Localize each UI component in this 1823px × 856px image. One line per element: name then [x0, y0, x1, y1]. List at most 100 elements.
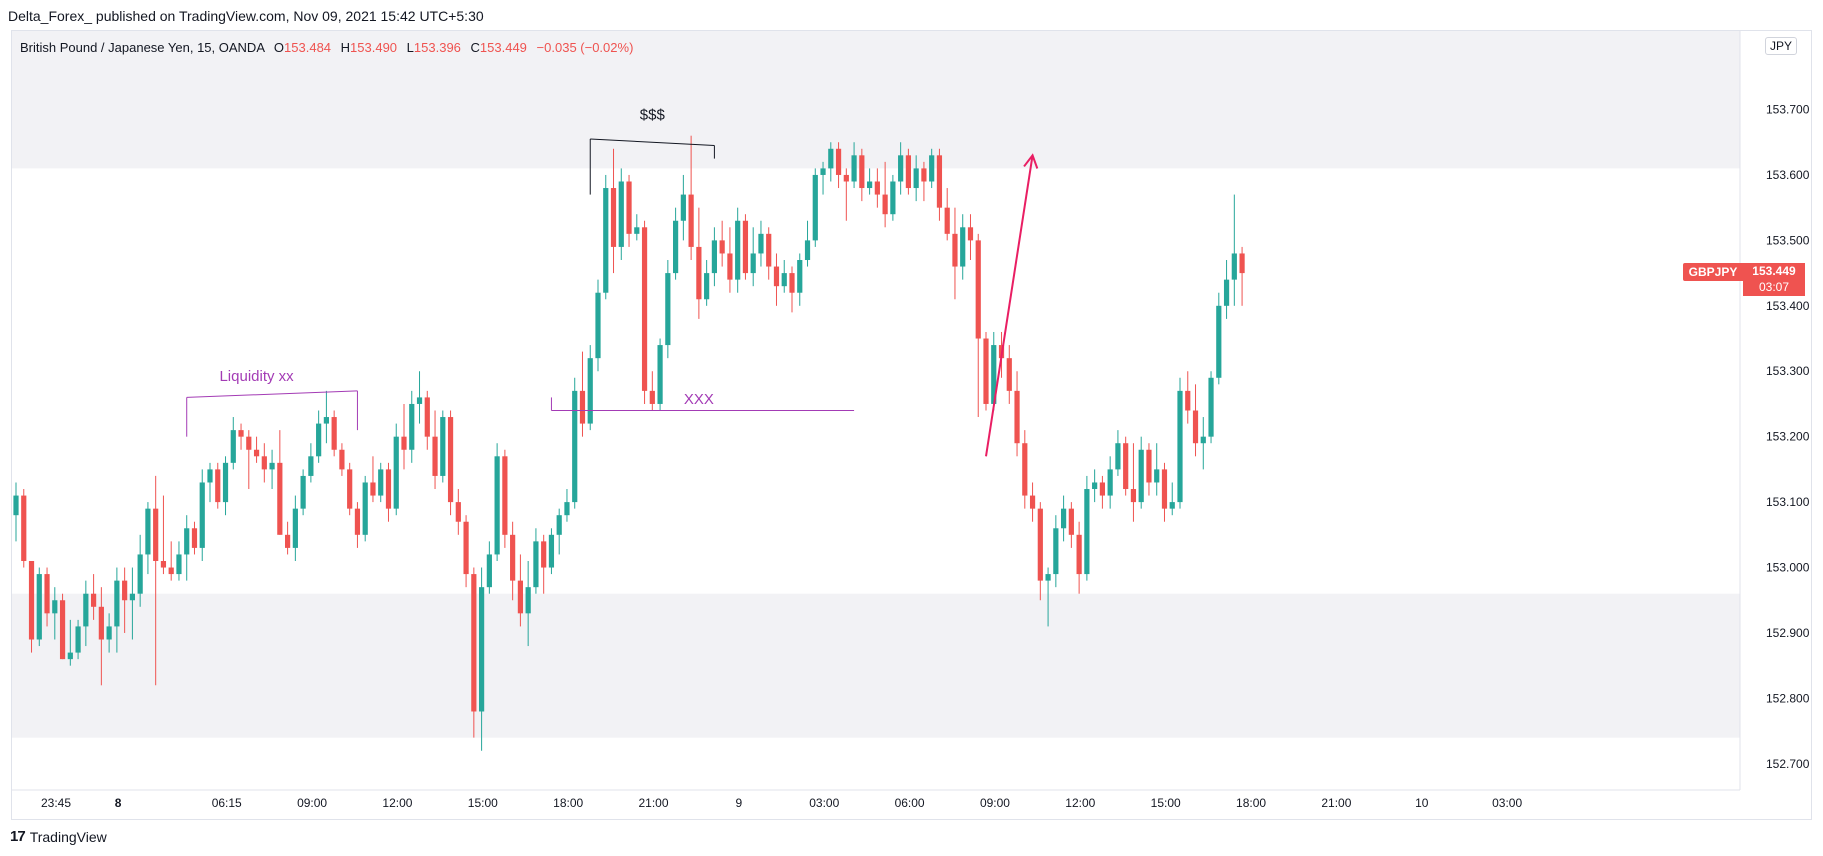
symbol-legend: British Pound / Japanese Yen, 15, OANDA … [20, 40, 633, 55]
price-tag: 153.449 03:07 [1743, 263, 1805, 296]
candle-body [812, 174, 818, 241]
candle-body [579, 390, 586, 424]
legend-high: 153.490 [350, 40, 398, 55]
candle-body [1099, 482, 1105, 496]
candle-body [835, 148, 842, 175]
candle-body [486, 554, 492, 588]
candle-body [215, 469, 221, 503]
price-tick-label: 153.500 [1766, 233, 1810, 247]
zone-1 [12, 593, 1740, 738]
candle-body [564, 502, 570, 516]
candle-body [28, 560, 35, 640]
time-tick-label: 12:00 [382, 796, 412, 810]
price-tick-label: 153.600 [1766, 168, 1810, 182]
legend-open-label: O [273, 40, 285, 55]
candle-body [432, 436, 438, 476]
candle-body [874, 181, 880, 195]
legend-high-label: H [340, 40, 351, 55]
price-tick-label: 152.800 [1766, 691, 1810, 705]
candle-body [1192, 410, 1199, 444]
candle-body [525, 587, 531, 614]
candle-body [308, 456, 314, 476]
candle-body [1045, 574, 1051, 581]
candle-body [21, 495, 27, 561]
zones-layer [12, 31, 1740, 738]
candle-body [168, 567, 174, 575]
publisher-text: Delta_Forex_ published on TradingView.co… [8, 8, 484, 24]
candle-body [222, 462, 229, 503]
candle-body [1185, 390, 1191, 411]
candle-body [145, 508, 151, 555]
candle-body [122, 580, 128, 601]
candle-body [727, 253, 733, 280]
candle-body [238, 430, 244, 437]
candle-body [378, 469, 384, 496]
candle-body [804, 240, 811, 261]
candle-body [1146, 449, 1152, 483]
legend-symbol: British Pound / Japanese Yen, 15, OANDA [20, 40, 265, 55]
candle-body [370, 482, 376, 496]
time-tick-label: 03:00 [809, 796, 839, 810]
candle-body [416, 397, 423, 404]
chart-frame [11, 30, 1812, 820]
candle-body [1231, 253, 1237, 280]
annotation-arrow-head [1023, 153, 1039, 169]
candle-body [719, 240, 725, 254]
candle-body [572, 390, 578, 503]
candle-body [618, 181, 624, 247]
candle-body [502, 456, 508, 535]
candle-body [494, 456, 500, 555]
candle-body [735, 220, 741, 280]
candle-body [323, 417, 329, 424]
candle-body [541, 541, 547, 568]
candle-body [657, 345, 663, 404]
annotations-layer: Liquidity xx XXX $$$ [186, 106, 1039, 457]
currency-button[interactable]: JPY [1765, 37, 1798, 55]
candle-body [766, 233, 772, 267]
candle-body [129, 593, 135, 601]
candle-body [463, 521, 469, 575]
time-tick-label: 18:00 [553, 796, 583, 810]
candle-body [750, 253, 756, 274]
candle-body [199, 482, 205, 548]
candle-body [641, 227, 648, 391]
price-tag-countdown: 03:07 [1758, 280, 1790, 294]
candle-body [1076, 534, 1082, 575]
candle-body [1138, 449, 1144, 503]
candle-body [83, 593, 89, 627]
tradingview-logo-icon: 17 [10, 828, 26, 845]
candle-body [1130, 489, 1137, 503]
brand-name: TradingView [29, 828, 107, 845]
candle-body [75, 626, 81, 653]
time-tick-label: 10 [1415, 796, 1429, 810]
candle-body [820, 168, 826, 175]
annotation-line-2 [590, 138, 715, 147]
candle-body [106, 626, 112, 640]
candle-body [921, 168, 927, 182]
candle-body [634, 227, 640, 234]
candle-body [339, 449, 345, 470]
candle-body [153, 508, 159, 561]
candle-body [960, 227, 966, 267]
time-tick-label: 9 [736, 796, 743, 810]
time-tick-label: 06:15 [212, 796, 242, 810]
candle-body [1200, 436, 1206, 444]
candle-body [867, 181, 873, 189]
candle-body [401, 436, 407, 450]
tradingview-brand[interactable]: 17 TradingView [10, 828, 107, 845]
candle-body [1208, 377, 1214, 437]
time-tick-label: 12:00 [1065, 796, 1095, 810]
annotation-label: $$$ [640, 106, 666, 123]
candle-body [1123, 443, 1129, 490]
price-tag-symbol: GBPJPY [1683, 263, 1743, 281]
candle-body [1107, 469, 1113, 496]
candle-body [587, 358, 593, 424]
candle-body [292, 508, 298, 548]
candle-body [742, 220, 749, 274]
candle-body [797, 260, 803, 293]
candle-body [385, 469, 392, 509]
candle-body [952, 233, 958, 267]
candle-body [967, 227, 974, 241]
legend-open: 153.484 [284, 40, 332, 55]
